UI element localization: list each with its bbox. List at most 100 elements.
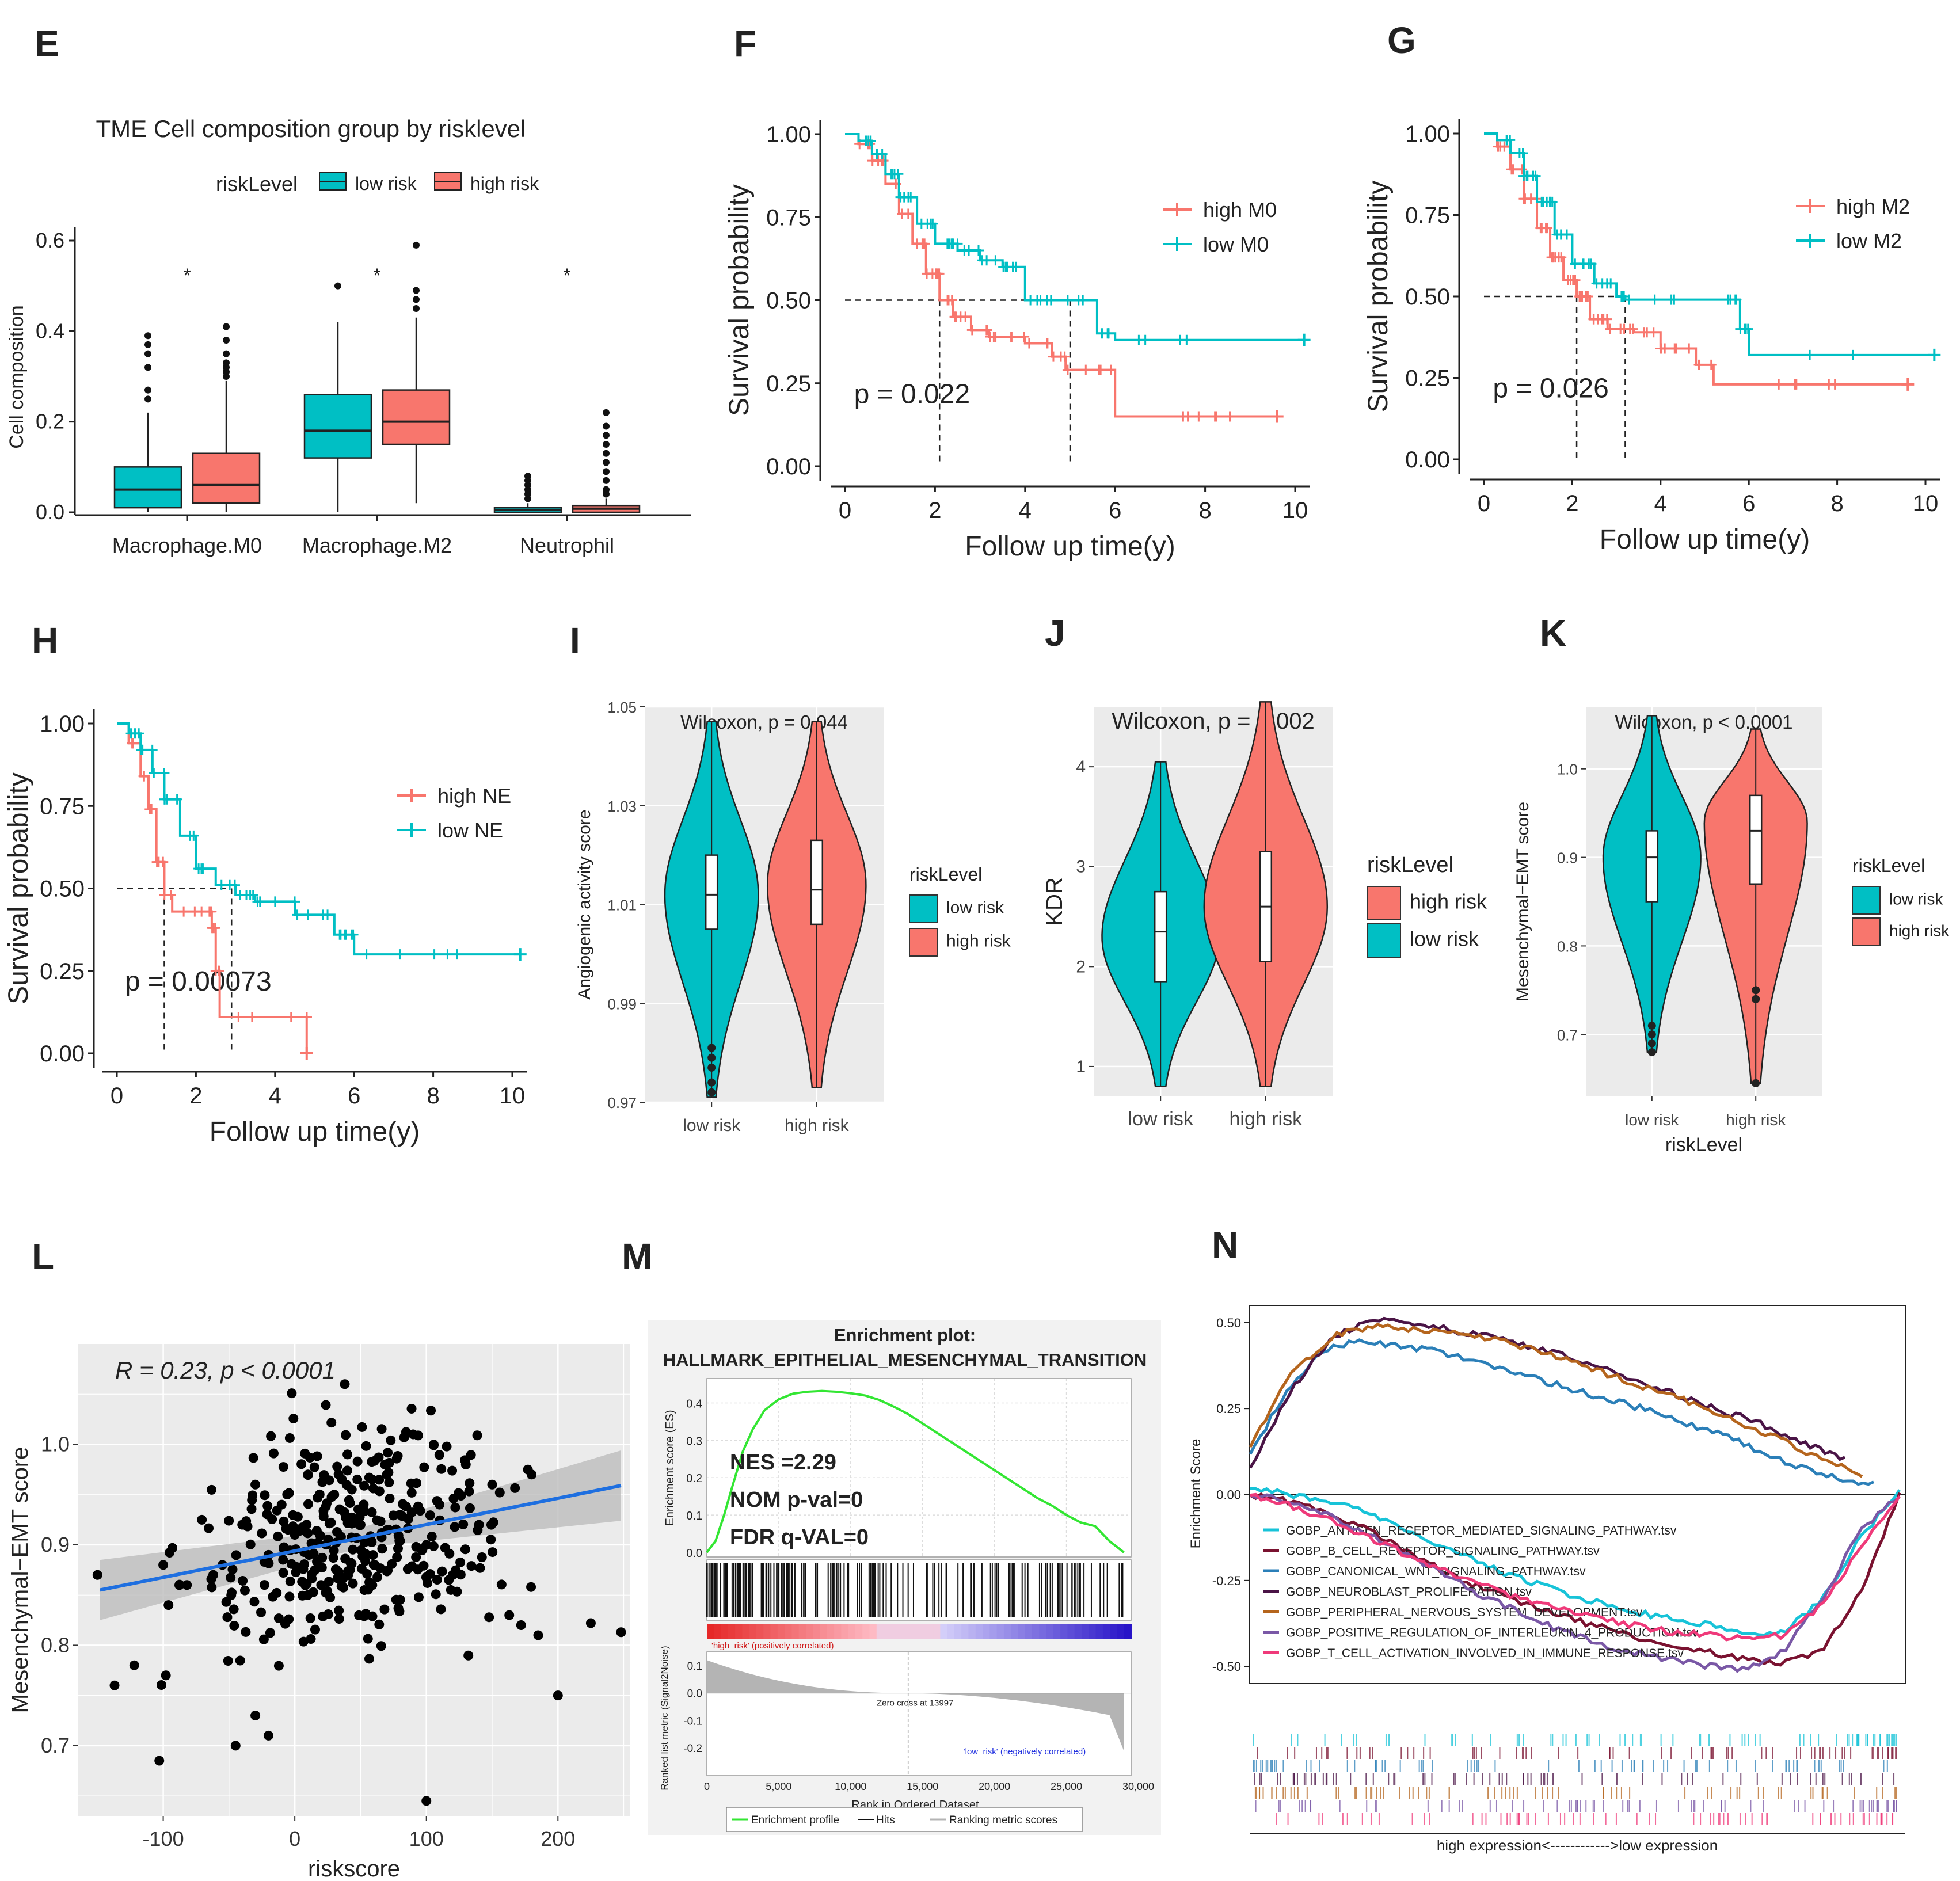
data-point — [359, 1585, 370, 1596]
data-point — [486, 1534, 496, 1545]
y-tick-label: 1.0 — [1557, 761, 1578, 778]
data-point — [304, 1550, 314, 1560]
panel-letter-F: F — [734, 23, 756, 64]
y-tick-label: 0.50 — [40, 877, 85, 902]
y-tick-label: 1.03 — [607, 798, 637, 815]
test-annotation: Wilcoxon, p < 0.0001 — [1615, 711, 1792, 733]
panel-letter-H: H — [32, 620, 58, 661]
data-point — [415, 1506, 425, 1516]
y-tick-label: 0.0 — [36, 500, 64, 524]
panel-letter-I: I — [570, 620, 580, 661]
box-low-risk-2 — [493, 473, 562, 513]
data-point — [258, 1634, 269, 1644]
censor-mark — [216, 879, 227, 890]
box-body — [382, 389, 451, 446]
censor-mark — [246, 1011, 257, 1022]
data-point — [326, 1492, 337, 1502]
censor-mark — [1581, 291, 1592, 302]
censor-mark — [1928, 348, 1941, 361]
violin-low-risk — [664, 721, 759, 1098]
data-point — [284, 1488, 294, 1498]
data-point — [526, 1582, 536, 1592]
x-tick-label: 2 — [1566, 491, 1578, 516]
y-axis-label: Cell composition — [6, 305, 28, 448]
censor-mark — [895, 192, 906, 203]
data-point — [367, 1457, 377, 1467]
data-point — [352, 1474, 363, 1484]
y-tick-label: 0.2 — [36, 410, 64, 433]
legend-swatch — [909, 894, 938, 923]
censor-mark — [286, 1011, 296, 1022]
data-point — [241, 1627, 251, 1637]
y-tick-label: 0.8 — [41, 1633, 70, 1657]
censor-mark — [1073, 295, 1084, 306]
legend-title: riskLevel — [909, 864, 982, 885]
x-tick-label: 0 — [839, 498, 851, 523]
data-point — [342, 1465, 352, 1476]
y-tick-label: 0.8 — [1557, 938, 1578, 955]
data-point — [206, 1574, 216, 1584]
data-point — [486, 1520, 496, 1530]
legend-label: GOBP_PERIPHERAL_NERVOUS_SYSTEM_DEVELOPME… — [1286, 1606, 1643, 1619]
data-point — [361, 1441, 371, 1451]
ranking-heatmap-cell — [989, 1624, 998, 1639]
censor-mark — [429, 949, 440, 960]
ranking-heatmap-cell — [954, 1624, 962, 1639]
data-point — [360, 1556, 371, 1566]
data-point — [347, 1512, 357, 1522]
data-point — [392, 1552, 402, 1563]
y-tick-label: 0.00 — [1405, 447, 1450, 473]
legend-key-1: low NE — [397, 818, 503, 842]
data-point — [312, 1556, 322, 1567]
censor-mark — [966, 325, 977, 336]
data-point — [287, 1388, 297, 1399]
y-axis-label: Enrichment Score — [1188, 1439, 1204, 1549]
censor-mark — [300, 1047, 313, 1060]
data-point — [334, 1614, 344, 1624]
censor-mark — [1584, 258, 1594, 269]
x-tick-label: 0 — [704, 1781, 710, 1792]
enrichment-curve-2 — [1249, 1492, 1901, 1667]
data-point — [428, 1440, 439, 1450]
y-tick-label: -0.50 — [1212, 1659, 1241, 1674]
es-y-tick-label: 0.1 — [686, 1510, 702, 1522]
outlier-point — [603, 486, 610, 493]
ranking-heatmap-cell — [975, 1624, 984, 1639]
censor-mark — [1062, 364, 1073, 375]
x-tick-label: 4 — [269, 1083, 281, 1109]
censor-mark — [1006, 331, 1017, 342]
data-point — [458, 1519, 469, 1529]
censor-mark — [1133, 334, 1144, 345]
censor-mark — [1032, 295, 1043, 306]
ranking-heatmap-cell — [707, 1624, 715, 1639]
metric-y-tick-label: -0.1 — [683, 1715, 702, 1727]
data-point — [360, 1549, 371, 1559]
data-point — [265, 1628, 275, 1638]
censor-mark — [1547, 196, 1558, 207]
legend-label: high M2 — [1836, 195, 1910, 218]
x-tick-label: 6 — [348, 1083, 360, 1109]
ranking-heatmap-cell — [827, 1624, 835, 1639]
legend-label: low risk — [355, 173, 417, 194]
legend-label: low risk — [946, 898, 1004, 917]
censor-mark — [159, 794, 170, 805]
censor-mark — [1506, 164, 1517, 175]
data-point — [496, 1579, 507, 1590]
outlier-point — [1752, 1079, 1760, 1087]
data-point — [248, 1453, 258, 1463]
data-point — [359, 1611, 370, 1621]
gsea-stat: FDR q-VAL=0 — [730, 1525, 869, 1549]
x-tick-label: 2 — [189, 1083, 202, 1109]
outlier-point — [223, 350, 230, 357]
data-point — [321, 1400, 331, 1410]
ranking-heatmap-cell — [904, 1624, 913, 1639]
outlier-point — [1752, 986, 1760, 995]
censor-mark — [1297, 333, 1311, 346]
metric-y-axis-label: Ranked list metric (Signal2Noise) — [659, 1646, 670, 1790]
censor-mark — [1649, 294, 1660, 305]
censor-mark — [977, 255, 988, 266]
ranking-heatmap-cell — [785, 1624, 793, 1639]
data-point — [259, 1580, 269, 1590]
y-tick-label: 1.00 — [40, 711, 85, 737]
